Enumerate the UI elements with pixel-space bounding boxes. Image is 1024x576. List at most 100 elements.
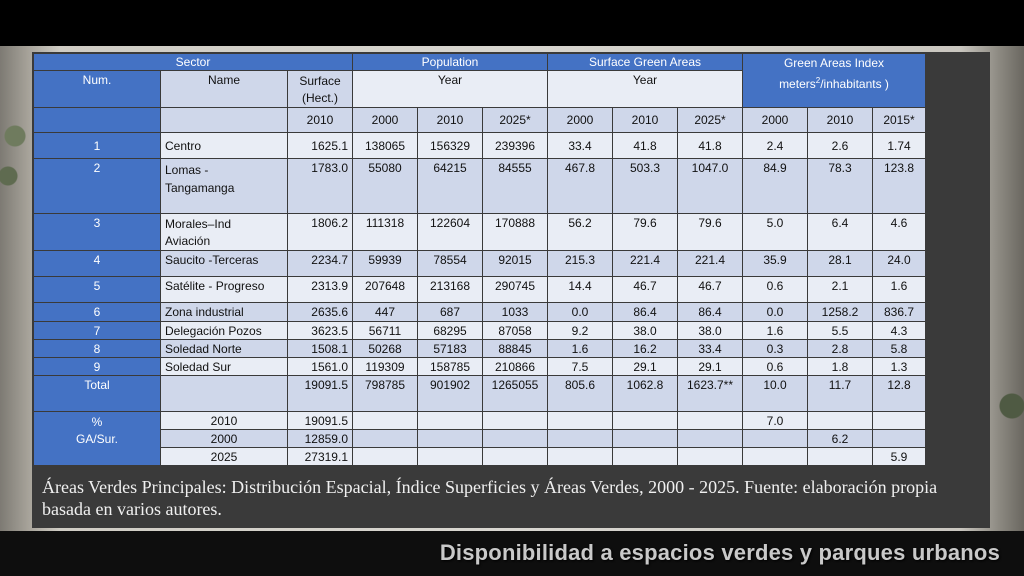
total-surf-2000: 805.6 bbox=[548, 376, 612, 411]
table-row: 1 Centro 1625.1 138065 156329 239396 33.… bbox=[34, 133, 925, 158]
ga-sur-row: % GA/Sur. 2010 19091.5 7.0 bbox=[34, 412, 925, 465]
row-surf-2025: 221.4 bbox=[678, 251, 742, 276]
row-surface: 2635.6 bbox=[288, 303, 352, 321]
row-surface: 1561.0 bbox=[288, 358, 352, 375]
row-surface: 2313.9 bbox=[288, 277, 352, 302]
row-index-2000: 0.6 bbox=[743, 358, 807, 375]
row-index-2000: 1.6 bbox=[743, 322, 807, 339]
row-surface: 1508.1 bbox=[288, 340, 352, 357]
year-pop-2025: 2025* bbox=[483, 108, 547, 132]
row-surf-2000: 215.3 bbox=[548, 251, 612, 276]
row-pop-2000: 111318 bbox=[353, 214, 417, 250]
row-index-2000: 2.4 bbox=[743, 133, 807, 158]
row-index-2015: 123.8 bbox=[873, 159, 925, 213]
row-num: 1 bbox=[34, 133, 160, 158]
row-surface: 1783.0 bbox=[288, 159, 352, 213]
row-num: 6 bbox=[34, 303, 160, 321]
year-pop-2010: 2010 bbox=[418, 108, 482, 132]
total-blank bbox=[161, 376, 287, 411]
green-areas-table: Sector Population Surface Green Areas Gr… bbox=[33, 53, 926, 466]
row-name: Morales–Ind Aviación bbox=[161, 214, 287, 250]
row-pop-2000: 447 bbox=[353, 303, 417, 321]
header-surface: Surface (Hect.) bbox=[288, 71, 352, 107]
row-pop-2025: 87058 bbox=[483, 322, 547, 339]
row-pop-2025: 239396 bbox=[483, 133, 547, 158]
row-pop-2010: 68295 bbox=[418, 322, 482, 339]
row-surf-2025: 46.7 bbox=[678, 277, 742, 302]
row-pop-2000: 59939 bbox=[353, 251, 417, 276]
header-sector: Sector bbox=[34, 54, 352, 70]
total-index-2010: 11.7 bbox=[808, 376, 872, 411]
row-surf-2025: 86.4 bbox=[678, 303, 742, 321]
row-num: 7 bbox=[34, 322, 160, 339]
row-surf-2000: 9.2 bbox=[548, 322, 612, 339]
header-surface-green-areas: Surface Green Areas bbox=[548, 54, 742, 70]
row-surface: 1625.1 bbox=[288, 133, 352, 158]
header-blank bbox=[34, 108, 160, 132]
index-title: Green Areas Index bbox=[783, 56, 885, 70]
row-index-2010: 2.6 bbox=[808, 133, 872, 158]
total-pop-2010: 901902 bbox=[418, 376, 482, 411]
row-surf-2025: 38.0 bbox=[678, 322, 742, 339]
row-surf-2010: 41.8 bbox=[613, 133, 677, 158]
table-row: 9 Soledad Sur 1561.0 119309 158785 21086… bbox=[34, 358, 925, 375]
ga-sur-surface: 19091.5 bbox=[288, 412, 352, 429]
table-row: 8 Soledad Norte 1508.1 50268 57183 88845… bbox=[34, 340, 925, 357]
row-name: Lomas - Tangamanga bbox=[161, 159, 287, 213]
ga-sur-label: % GA/Sur. bbox=[34, 412, 160, 465]
row-pop-2010: 122604 bbox=[418, 214, 482, 250]
ga-sur-surface: 27319.1 bbox=[288, 448, 352, 465]
table-row: 5 Satélite - Progreso 2313.9 207648 2131… bbox=[34, 277, 925, 302]
row-index-2010: 78.3 bbox=[808, 159, 872, 213]
total-pop-2025: 1265055 bbox=[483, 376, 547, 411]
row-pop-2025: 210866 bbox=[483, 358, 547, 375]
row-index-2015: 4.3 bbox=[873, 322, 925, 339]
ga-sur-year: 2025 bbox=[161, 448, 287, 465]
row-surf-2000: 14.4 bbox=[548, 277, 612, 302]
row-surf-2010: 46.7 bbox=[613, 277, 677, 302]
row-pop-2010: 64215 bbox=[418, 159, 482, 213]
row-index-2010: 2.1 bbox=[808, 277, 872, 302]
bottom-band bbox=[0, 531, 1024, 576]
year-surface: 2010 bbox=[288, 108, 352, 132]
row-num: 9 bbox=[34, 358, 160, 375]
year-index-2010: 2010 bbox=[808, 108, 872, 132]
slide-title: Disponibilidad a espacios verdes y parqu… bbox=[439, 540, 1000, 565]
row-surf-2010: 38.0 bbox=[613, 322, 677, 339]
row-surf-2010: 86.4 bbox=[613, 303, 677, 321]
row-pop-2010: 687 bbox=[418, 303, 482, 321]
row-surf-2000: 1.6 bbox=[548, 340, 612, 357]
row-num: 4 bbox=[34, 251, 160, 276]
row-index-2010: 5.5 bbox=[808, 322, 872, 339]
ga-sur-index-2010 bbox=[808, 448, 872, 465]
row-index-2015: 5.8 bbox=[873, 340, 925, 357]
total-label: Total bbox=[34, 376, 160, 411]
row-surf-2000: 0.0 bbox=[548, 303, 612, 321]
table-row: 6 Zona industrial 2635.6 447 687 1033 0.… bbox=[34, 303, 925, 321]
row-index-2015: 24.0 bbox=[873, 251, 925, 276]
total-row: Total 19091.5 798785 901902 1265055 805.… bbox=[34, 376, 925, 411]
row-pop-2025: 84555 bbox=[483, 159, 547, 213]
row-index-2010: 2.8 bbox=[808, 340, 872, 357]
ga-sur-row: 2000 12859.0 6.2 bbox=[34, 430, 925, 447]
ga-sur-index-2015 bbox=[873, 412, 925, 429]
year-surf-2025: 2025* bbox=[678, 108, 742, 132]
total-surf-2010: 1062.8 bbox=[613, 376, 677, 411]
header-green-areas-index: Green Areas Index meters2/inhabitants ) bbox=[743, 54, 925, 107]
year-index-2000: 2000 bbox=[743, 108, 807, 132]
row-surf-2025: 79.6 bbox=[678, 214, 742, 250]
row-index-2000: 0.3 bbox=[743, 340, 807, 357]
row-pop-2000: 50268 bbox=[353, 340, 417, 357]
ga-sur-index-2010: 6.2 bbox=[808, 430, 872, 447]
top-band bbox=[0, 0, 1024, 46]
row-name: Soledad Norte bbox=[161, 340, 287, 357]
year-surf-2000: 2000 bbox=[548, 108, 612, 132]
row-surf-2000: 467.8 bbox=[548, 159, 612, 213]
row-pop-2025: 88845 bbox=[483, 340, 547, 357]
row-name: Satélite - Progreso bbox=[161, 277, 287, 302]
header-surface-year: Year bbox=[548, 71, 742, 107]
row-pop-2000: 207648 bbox=[353, 277, 417, 302]
row-surf-2025: 29.1 bbox=[678, 358, 742, 375]
row-surf-2000: 7.5 bbox=[548, 358, 612, 375]
row-pop-2025: 170888 bbox=[483, 214, 547, 250]
